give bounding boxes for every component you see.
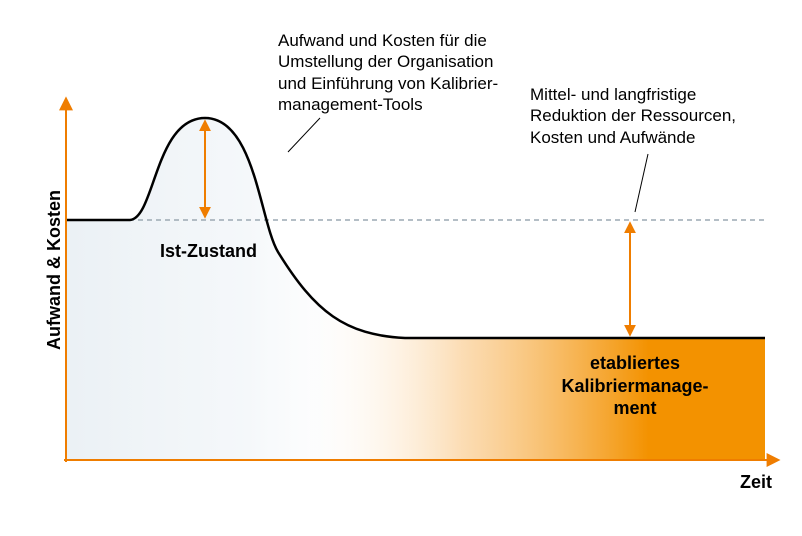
label-established-calibration: etabliertes Kalibriermanage- ment: [540, 352, 730, 420]
annotation-resource-reduction: Mittel- und langfristige Reduktion der R…: [530, 84, 736, 148]
x-axis-label: Zeit: [740, 472, 772, 493]
leader-reduction: [635, 154, 648, 212]
label-line: ment: [540, 397, 730, 420]
annotation-line: Kosten und Aufwände: [530, 127, 736, 148]
label-ist-zustand: Ist-Zustand: [160, 240, 257, 263]
annotation-transition-cost: Aufwand und Kosten für die Umstellung de…: [278, 30, 498, 115]
annotation-line: Aufwand und Kosten für die: [278, 30, 498, 51]
annotation-line: Umstellung der Organisation: [278, 51, 498, 72]
leader-peak: [288, 118, 320, 152]
cost-effort-curve-chart: Aufwand & Kosten Zeit Aufwand und Kosten…: [0, 0, 802, 536]
annotation-line: management-Tools: [278, 94, 498, 115]
label-line: Kalibriermanage-: [540, 375, 730, 398]
y-axis-label: Aufwand & Kosten: [44, 190, 65, 350]
label-line: etabliertes: [540, 352, 730, 375]
annotation-line: und Einführung von Kalibrier-: [278, 73, 498, 94]
annotation-line: Mittel- und langfristige: [530, 84, 736, 105]
annotation-line: Reduktion der Ressourcen,: [530, 105, 736, 126]
